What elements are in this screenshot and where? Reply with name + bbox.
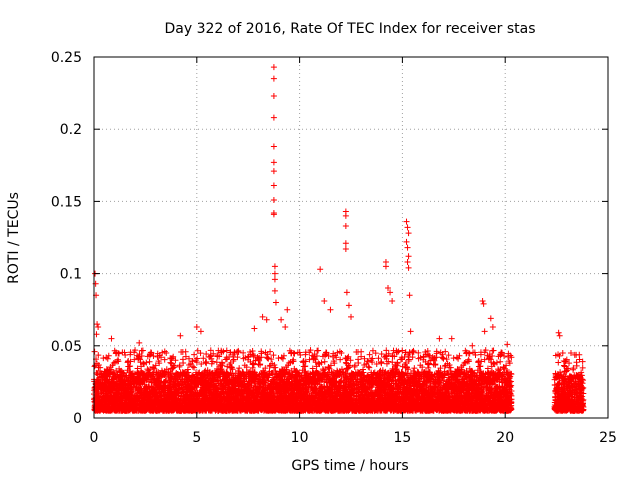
data-point — [95, 352, 102, 359]
data-point — [100, 355, 107, 362]
data-point — [134, 365, 141, 372]
data-point — [163, 349, 170, 356]
data-point — [131, 356, 138, 363]
data-point — [110, 360, 117, 367]
data-point — [91, 348, 98, 355]
data-point — [104, 355, 111, 362]
data-point — [267, 348, 274, 355]
chart-title: Day 322 of 2016, Rate Of TEC Index for r… — [164, 21, 535, 37]
data-point — [338, 349, 345, 356]
grid — [94, 57, 608, 418]
data-point — [203, 360, 210, 367]
data-point — [140, 360, 147, 367]
data-point — [116, 350, 123, 357]
data-point — [291, 350, 298, 357]
data-point — [315, 347, 322, 354]
data-point — [235, 349, 242, 356]
data-point — [121, 349, 128, 356]
data-point — [265, 355, 272, 362]
data-point — [275, 355, 282, 362]
data-point — [137, 359, 144, 366]
data-point — [95, 362, 102, 369]
data-point — [138, 352, 145, 359]
data-point — [132, 347, 139, 354]
data-point — [122, 352, 129, 359]
data-points — [91, 64, 587, 414]
data-point — [115, 358, 122, 365]
data-point — [194, 355, 201, 362]
data-point — [279, 355, 286, 362]
data-point — [108, 366, 115, 373]
data-point — [105, 352, 112, 359]
data-point — [139, 347, 146, 354]
data-point — [127, 358, 134, 365]
data-point — [146, 358, 153, 365]
data-point — [321, 358, 328, 365]
data-point — [236, 365, 243, 372]
data-point — [191, 351, 198, 358]
